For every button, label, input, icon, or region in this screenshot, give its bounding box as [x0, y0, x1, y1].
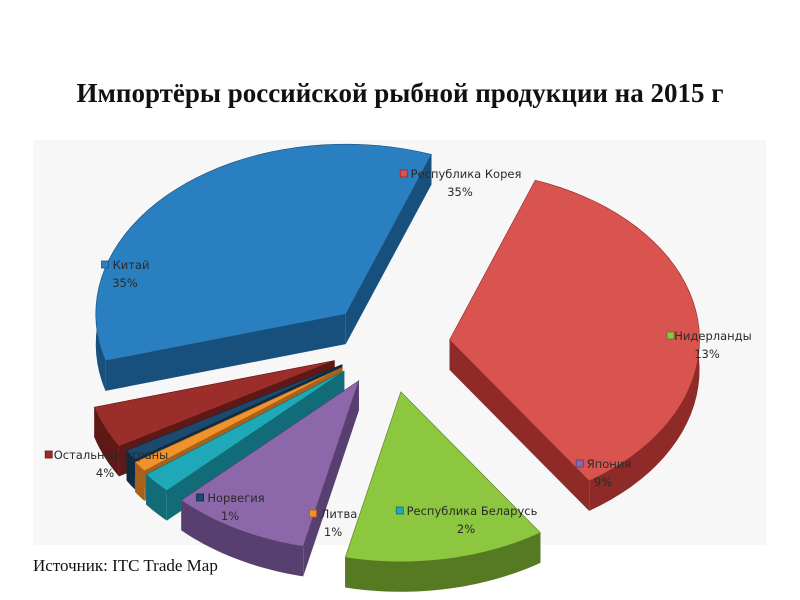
pie-slice-top [145, 370, 345, 491]
pie-label-5: Литва 1% [309, 507, 358, 539]
pie-slice-top [134, 366, 343, 472]
pie-label-3: Япония 9% [575, 457, 631, 489]
pie-label-value: 9% [594, 475, 612, 489]
pie-label-6: Норвегия 1% [196, 491, 265, 523]
pie-label-value: 35% [447, 185, 473, 199]
pie-slice-top [93, 360, 335, 447]
pie-label-value: 1% [221, 509, 239, 523]
pie-labels-layer: Республика Корея 35% Нидерланды 13% Япония 9%… [44, 167, 752, 539]
pie-slice-top [344, 391, 541, 563]
pie-slice-8 [95, 143, 432, 391]
pie-label-marker [309, 509, 317, 518]
pie-label-value: 2% [457, 522, 475, 536]
pie-label-name: Остальные страны [54, 448, 169, 462]
pie-label-1: Республика Корея 35% [399, 167, 522, 199]
pie-slice-2 [344, 391, 541, 592]
pie-label-value: 1% [324, 525, 342, 539]
pie-label-name: Республика Корея [411, 167, 522, 181]
source-note: Источник: ITC Trade Map [33, 556, 218, 575]
pie-slice-wall [105, 314, 346, 391]
pie-slice-rim [181, 500, 304, 577]
pie-label-2: Нидерланды 13% [666, 329, 752, 361]
pie-label-marker [101, 260, 109, 269]
pie-label-value: 4% [96, 466, 114, 480]
pie-slice-rim [345, 532, 541, 592]
slide-title: Импортёры российской рыбной продукции на… [76, 78, 724, 108]
pie-slice-top [180, 379, 360, 547]
pie-label-name: Япония [587, 457, 631, 471]
pie-label-marker [395, 506, 404, 515]
pie-slice-1 [449, 179, 700, 511]
pie-label-name: Республика Беларусь [407, 504, 538, 518]
pie-slices-layer [93, 143, 700, 592]
pie-slice-3 [180, 379, 360, 577]
pie-slice-wall [345, 154, 432, 345]
pie-label-name: Китай [113, 258, 150, 272]
pie-label-marker [44, 450, 53, 459]
pie-label-name: Литва [321, 507, 358, 521]
pie-label-marker [196, 493, 205, 502]
pie-label-7: Остальные страны 4% [44, 448, 169, 480]
pie-label-name: Норвегия [207, 491, 264, 505]
pie-slice-wall [303, 380, 359, 577]
pie-label-8: Китай 35% [101, 258, 150, 290]
pie-label-value: 13% [694, 347, 720, 361]
pie-slice-top [126, 364, 343, 460]
pie-slice-wall [449, 339, 590, 511]
pie-label-marker [575, 459, 584, 468]
pie-label-4: Республика Беларусь 2% [395, 504, 538, 536]
pie-label-name: Нидерланды [674, 329, 751, 343]
pie-label-marker [666, 331, 675, 340]
pie-label-marker [399, 169, 408, 178]
pie-slice-top [449, 179, 700, 482]
pie-label-value: 35% [112, 276, 138, 290]
pie-slice-top [95, 143, 432, 362]
